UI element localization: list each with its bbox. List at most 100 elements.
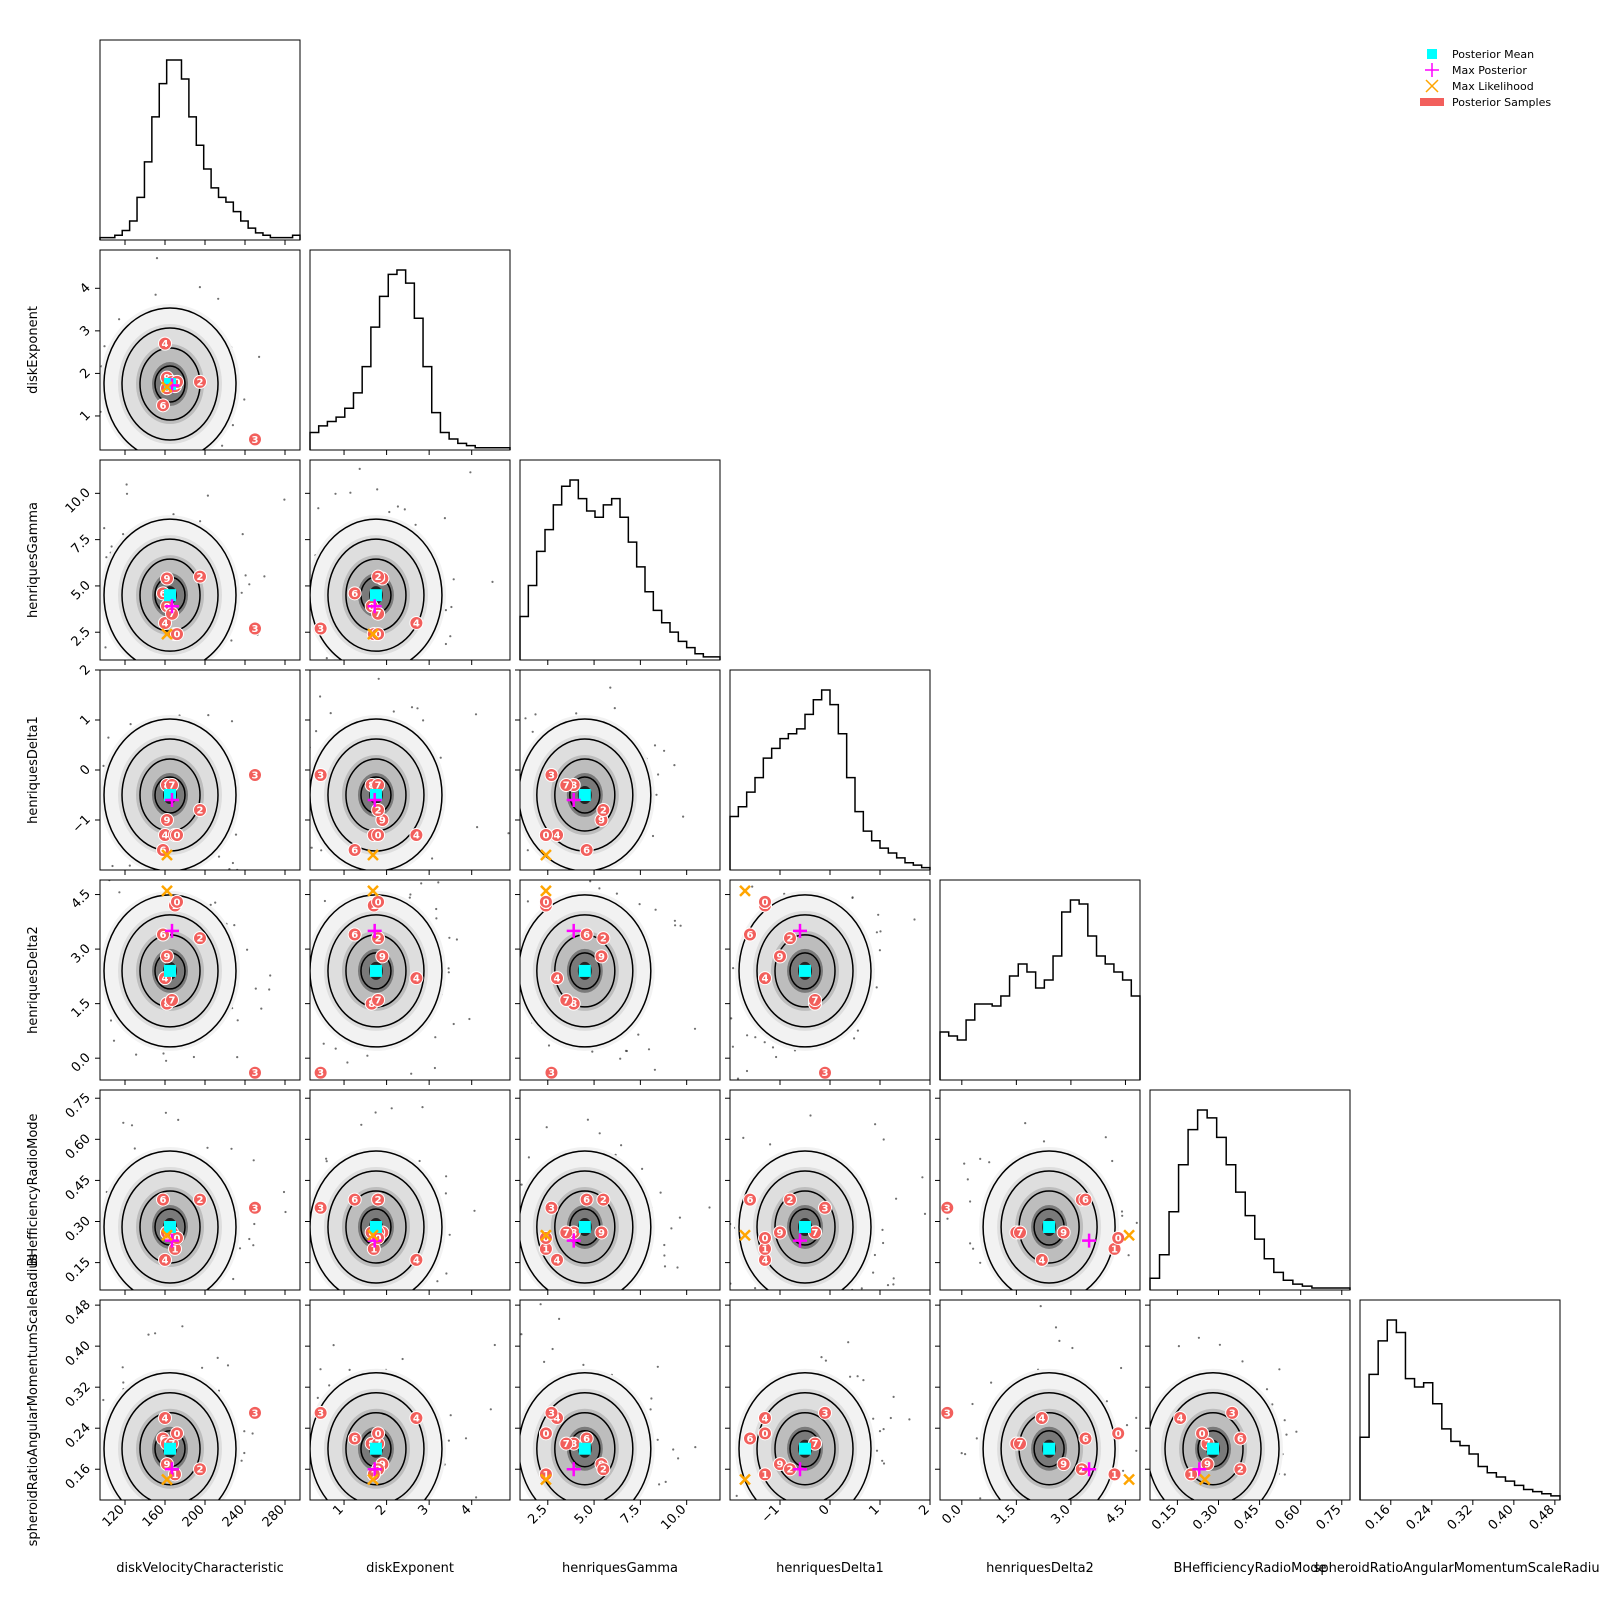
posterior-sample-label: 1 [1188,1470,1195,1481]
posterior-sample-marker: 4 [1173,1410,1188,1425]
posterior-mean-marker [578,964,591,977]
sample-dot [815,1527,817,1529]
posterior-mean-marker [369,964,382,977]
sample-dot [241,533,244,536]
posterior-sample-label: 6 [160,930,167,941]
sample-dot [625,1049,629,1053]
posterior-sample-label: 6 [351,1195,358,1206]
posterior-sample-label: 3 [317,624,324,635]
sample-dot [619,1057,622,1060]
sample-dot [410,706,414,709]
posterior-sample-marker: 4 [158,336,172,351]
histogram-step-line [729,689,931,870]
sample-dot [89,311,91,313]
sample-dot [496,796,498,798]
sample-dot [468,1017,471,1021]
sample-dot [489,1217,491,1219]
posterior-sample-dot [371,1426,386,1441]
sample-dot [1049,1303,1051,1305]
sample-dot [664,1480,667,1483]
posterior-sample-dot [313,1405,328,1420]
sample-dot [751,885,754,888]
sample-dot [122,1121,125,1124]
posterior-sample-marker: 9 [594,1225,609,1240]
posterior-sample-dot [758,1467,772,1482]
scatter-panel-spheroidRatioAngularMomentumScaleRadius-vs-henriquesDelta2: 4926387100.01.53.04.5 [935,1299,1141,1560]
sample-dot [348,687,350,689]
sample-dot [1197,1336,1200,1339]
sample-dot [135,1053,138,1056]
sample-dot [297,1372,299,1374]
sample-dot [600,1292,602,1294]
posterior-sample-marker: 2 [783,931,797,946]
posterior-sample-label: 4 [762,1255,769,1266]
sample-dot [271,1222,273,1224]
posterior-sample-dot [313,768,328,782]
sample-dot [307,996,309,998]
sample-dot [669,891,671,893]
posterior-sample-label: 2 [197,377,204,388]
sample-dot [94,1208,96,1210]
density-contour [345,1190,407,1264]
posterior-sample-dot [758,1230,772,1245]
posterior-sample-dot [409,828,424,842]
posterior-sample-label: 1 [1111,1470,1118,1481]
max-likelihood-marker [1198,1473,1211,1486]
sample-dot [673,919,677,922]
sample-dot [281,976,283,978]
x-tick-label: 0.75 [1314,1502,1345,1533]
max-likelihood-marker [161,885,173,897]
posterior-sample-dot [743,1431,757,1446]
y-tick-label: 2 [77,366,93,382]
posterior-sample-marker: 4 [409,971,424,986]
sample-dot [856,1375,859,1378]
posterior-sample-dot [170,627,184,642]
sample-dot [218,1301,220,1303]
sample-dot [319,695,322,698]
posterior-sample-marker: 3 [313,1065,328,1080]
x-tick-label: 280 [260,1502,288,1530]
sample-dot [142,503,144,505]
posterior-sample-label: 2 [197,934,204,945]
y-tick-label: −1 [70,812,94,836]
x-tick-label: 10.0 [658,1502,689,1533]
x-tick-label: 7.5 [618,1502,643,1527]
posterior-sample-label: 3 [944,1408,951,1419]
posterior-sample-label: 2 [375,1195,382,1206]
density-contour [520,718,652,870]
y-axis-label: diskExponent [26,306,41,394]
sample-dot [1054,1326,1058,1329]
posterior-sample-marker: 2 [371,569,386,584]
y-tick-label: 3 [77,323,93,339]
panel-frame [309,459,511,661]
sample-dot [1023,1558,1025,1560]
posterior-sample-label: 4 [162,1255,169,1266]
sample-dot [112,1039,116,1042]
posterior-sample-dot [550,971,565,986]
posterior-sample-marker: 7 [559,993,574,1007]
posterior-mean-marker [369,789,382,801]
density-contour [327,914,425,1028]
posterior-sample-marker: 9 [1200,1457,1215,1472]
sample-dot [388,510,391,514]
y-tick-label: 0.16 [63,1461,94,1492]
y-tick-label: 0.48 [63,1297,94,1328]
sample-dot [83,560,85,562]
sample-dot [316,1396,319,1399]
posterior-sample-marker: 4 [409,828,424,842]
posterior-sample-marker: 4 [1034,1410,1049,1425]
sample-dot [358,1356,360,1358]
sample-dot [123,1334,125,1336]
density-contour [789,1429,821,1468]
sample-dot [356,677,358,679]
sample-dot [287,1040,289,1042]
y-tick-label: 1 [77,408,93,424]
sample-dot [872,1417,875,1420]
sample-dot [302,655,304,657]
posterior-sample-dot [596,1462,611,1477]
posterior-sample-label: 6 [351,846,358,857]
posterior-sample-marker: 0 [538,894,553,909]
sample-dot [609,1518,611,1520]
sample-dot [445,1272,448,1275]
